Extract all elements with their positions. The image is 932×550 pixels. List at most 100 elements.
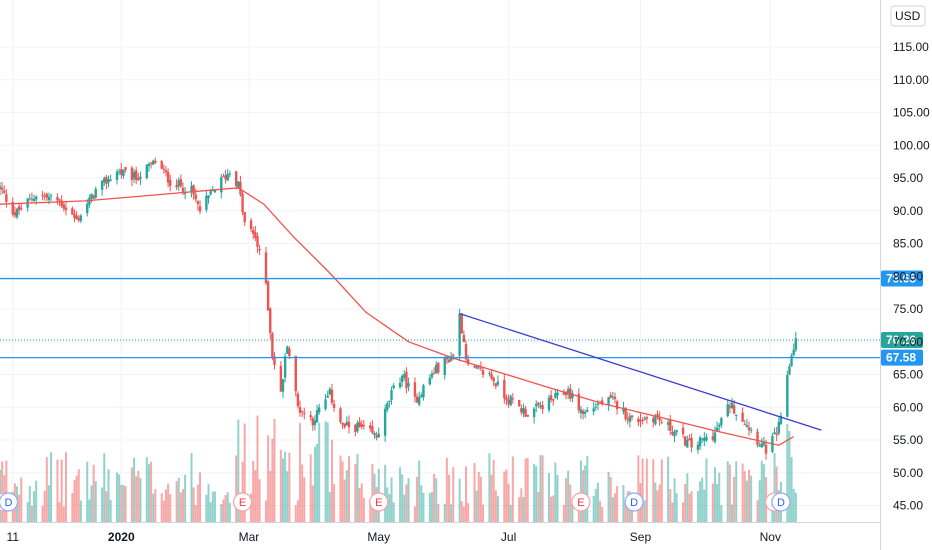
dividend-marker[interactable]: D [771,492,791,512]
volume-bar [654,482,657,522]
candle-body [537,402,540,405]
candle-body [773,432,776,435]
volume-bar [496,496,499,522]
volume-bar [139,478,142,522]
earnings-marker[interactable]: E [369,492,389,512]
candle-body [745,425,749,428]
volume-bar [601,506,604,522]
candle-body [43,196,46,198]
trendline[interactable] [459,312,822,431]
candle-body [726,404,729,416]
earnings-marker[interactable]: E [232,492,253,512]
volume-bar [388,494,391,522]
volume-bar [92,464,95,522]
candle-body [341,422,344,425]
volume-bar [137,470,140,522]
volume-bar [311,485,314,522]
volume-bar [296,500,299,522]
volume-bar [467,503,470,522]
volume-bar [45,457,48,522]
volume-bar [269,471,272,522]
candle-body [511,398,515,400]
volume-bar [162,500,165,522]
last-price-tag [881,332,923,349]
candle-body [360,424,363,427]
candle-body [794,338,798,350]
y-tick-label: 80.00 [893,269,923,283]
y-tick-label: 105.00 [893,106,930,120]
volume-bar [758,480,761,522]
volume-bar [407,477,410,522]
earnings-marker[interactable]: E [571,492,591,512]
volume-bar [669,488,672,522]
volume-bar [30,505,33,522]
volume-bar [716,483,719,522]
volume-bar [286,471,289,522]
candle-body [58,199,61,201]
event-letter: D [777,497,785,509]
volume-bar [341,461,344,522]
candle-body [390,390,393,400]
candle-body [328,388,332,395]
event-letter: E [375,497,382,509]
y-tick-label: 60.00 [893,400,923,414]
volume-bar [79,500,82,522]
candle-body [166,171,170,183]
candle-body [139,176,142,179]
volume-bar [243,423,246,522]
volume-bar [179,492,182,522]
candle-body [228,173,232,175]
volume-bar [460,501,463,522]
volume-bar [416,476,419,522]
volume-bar [652,459,655,522]
x-tick-label: Jul [501,530,516,544]
candle-body [715,427,719,431]
candle-body [243,212,246,223]
candle-body [554,393,557,399]
dividend-marker[interactable]: D [0,492,19,512]
candle-body [103,178,106,183]
candle-body [115,171,119,180]
candle-body [132,172,136,179]
candle-body [466,359,470,365]
volume-bar [403,494,406,522]
candle-body [358,421,361,427]
volume-bar [184,474,187,522]
volume-bar [326,422,329,522]
volume-bar [209,502,212,522]
candle-body [100,180,104,190]
volume-bar [713,467,716,522]
candle-body [273,356,276,365]
candle-body [330,389,334,403]
candle-body [681,427,685,435]
candle-body [630,415,634,418]
volume-bar [607,471,610,522]
volume-bar [705,458,708,522]
volume-bar [447,474,450,522]
volume-bar [279,450,282,522]
volume-bar [152,493,155,522]
volume-bar [347,456,350,522]
candle-body [181,187,185,192]
volume-bar [482,504,485,522]
volume-bar [360,483,363,522]
dividend-marker[interactable]: D [624,492,644,512]
volume-bar [567,470,570,522]
candle-body [535,404,538,407]
candle-body [0,187,4,190]
volume-bar [390,477,393,522]
y-tick-label: 50.00 [893,466,923,480]
volume-bar [226,492,229,522]
candle-body [94,188,97,198]
candle-body [405,371,408,389]
candle-body [779,415,783,424]
volume-bar [773,452,776,522]
candle-body [492,377,495,382]
currency-button[interactable]: USD [890,5,926,27]
level-price-tag [881,270,923,287]
candle-body [107,179,110,183]
volume-bar [199,472,202,522]
y-tick-label: 95.00 [893,171,923,185]
volume-bar [339,455,342,522]
